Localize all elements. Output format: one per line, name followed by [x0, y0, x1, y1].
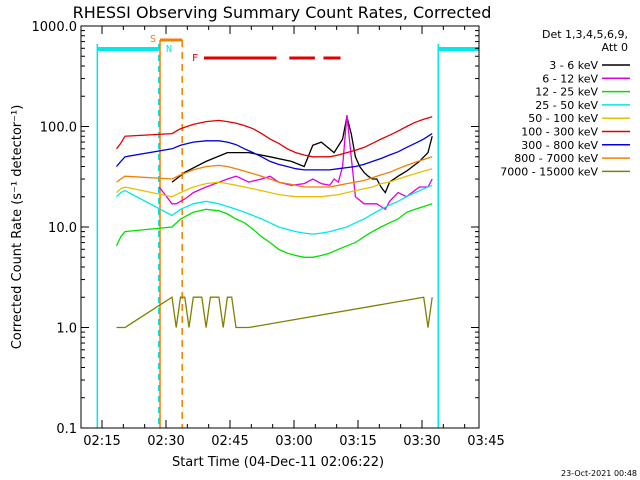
legend-header-attenuator: Att 0 [602, 41, 628, 54]
legend-label-1: 6 - 12 keV [542, 72, 598, 85]
x-tick-label: 03:45 [467, 434, 504, 449]
legend-label-6: 300 - 800 keV [521, 139, 598, 152]
series-line-7 [116, 156, 433, 188]
x-axis: 02:15 02:30 02:45 03:00 03:15 03:30 03:45 [83, 26, 505, 449]
legend-label-0: 3 - 6 keV [549, 59, 598, 72]
series-line-5 [115, 116, 433, 158]
y-tick-label: 1.0 [56, 322, 77, 337]
x-axis-label: Start Time (04-Dec-11 02:06:22) [172, 455, 384, 470]
series-line-6 [116, 133, 433, 171]
x-tick-label: 03:15 [339, 434, 376, 449]
legend-label-8: 7000 - 15000 keV [500, 165, 598, 178]
legend-label-2: 12 - 25 keV [535, 86, 598, 99]
series-line-0 [171, 116, 433, 194]
annotation-layer: SN F [96, 34, 479, 428]
x-tick-label: 02:30 [147, 434, 184, 449]
legend-header-detectors: Det 1,3,4,5,6,9, [542, 28, 628, 41]
footer-date: 23-Oct-2021 00:48 [561, 469, 637, 478]
legend-label-5: 100 - 300 keV [521, 126, 598, 139]
y-axis: 0.1 1.0 10.0 100.0 1000.0 [32, 20, 479, 437]
x-tick-label: 03:30 [403, 434, 440, 449]
series-line-2 [115, 203, 433, 258]
series-line-1 [158, 114, 433, 211]
y-tick-label: 10.0 [48, 221, 77, 236]
chart-title: RHESSI Observing Summary Count Rates, Co… [73, 3, 492, 22]
x-tick-label: 02:45 [211, 434, 248, 449]
y-tick-label: 1000.0 [32, 20, 78, 35]
x-tick-label: 02:15 [83, 434, 120, 449]
night-label: N [166, 44, 172, 55]
y-tick-label: 100.0 [40, 121, 77, 136]
flare-label: F [192, 53, 198, 64]
legend-label-7: 800 - 7000 keV [514, 152, 598, 165]
x-tick-label: 03:00 [275, 434, 312, 449]
y-axis-label: Corrected Count Rate (s⁻¹ detector⁻¹) [10, 105, 25, 350]
series-layer [115, 114, 433, 329]
y-tick-label: 0.1 [56, 422, 77, 437]
legend-label-4: 50 - 100 keV [528, 112, 598, 125]
series-line-4 [116, 168, 433, 198]
series-line-3 [116, 184, 433, 235]
legend-label-3: 25 - 50 keV [535, 99, 598, 112]
series-line-8 [116, 296, 433, 329]
saa-label: S [150, 34, 156, 45]
